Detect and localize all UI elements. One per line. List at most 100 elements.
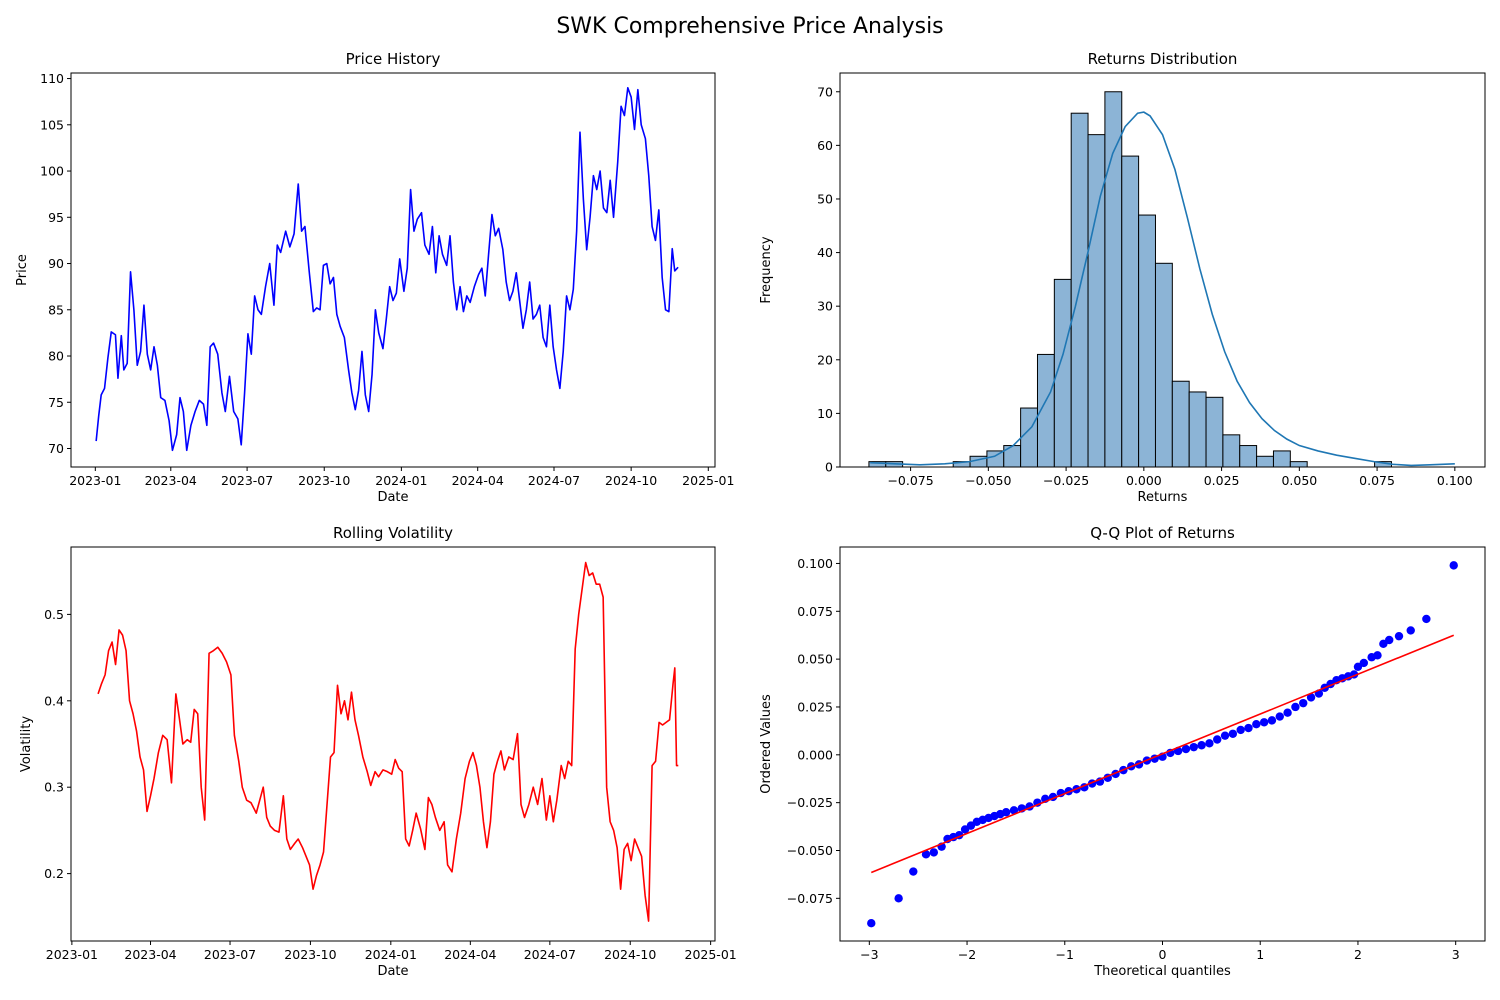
series-line — [95, 87, 679, 452]
qq-point — [1244, 723, 1253, 733]
x-axis-label: Returns — [1138, 490, 1188, 505]
qq-point — [1385, 635, 1394, 645]
y-tick-label: 0.050 — [797, 652, 833, 667]
qq-point — [1394, 631, 1404, 641]
qq-point — [929, 848, 939, 857]
histogram-bar — [1272, 450, 1291, 467]
histogram-bar — [1087, 134, 1106, 467]
x-tick-label: 2024-07 — [528, 473, 580, 488]
chart-price: Price History 2023-01 2023-04 2023-07 2023-1… — [15, 50, 734, 505]
y-tick-label: 30 — [817, 299, 833, 314]
qq-point — [1299, 698, 1308, 708]
y-axis-label: Volatility — [19, 716, 34, 772]
qq-point — [1275, 712, 1284, 721]
chart-title: Returns Distribution — [1088, 50, 1238, 68]
histogram-bar — [1171, 380, 1190, 467]
x-tick-label: 0.100 — [1437, 473, 1473, 488]
x-tick-label: 0.075 — [1359, 473, 1395, 488]
y-tick-label: 110 — [40, 71, 64, 86]
x-tick-label: −1 — [1056, 947, 1074, 962]
y-tick-label: 70 — [48, 441, 64, 456]
x-tick-label: 2023-01 — [46, 947, 98, 962]
qq-point — [1267, 716, 1277, 725]
histogram-bar — [1289, 461, 1308, 467]
qq-point — [1259, 718, 1269, 727]
x-tick-label: 0.000 — [1126, 473, 1162, 488]
histogram-bar — [1256, 455, 1274, 467]
x-tick-label: −0.075 — [887, 473, 933, 488]
histogram-bar — [1205, 396, 1224, 467]
x-tick-label: 2025-01 — [682, 473, 734, 488]
chart-qq: Q-Q Plot of Returns −3 −2 −1 0 1 2 3 −0.075 −0.05… — [759, 524, 1486, 979]
qq-point — [1422, 614, 1431, 624]
qq-point — [1205, 739, 1214, 748]
y-tick-label: 0.100 — [797, 556, 833, 571]
x-tick-label: 2023-07 — [204, 947, 256, 962]
qq-point — [1306, 693, 1316, 702]
x-tick-label: 2023-10 — [298, 473, 350, 488]
x-tick-label: 2 — [1354, 947, 1362, 962]
plot-area — [868, 91, 1455, 467]
y-tick-label: 0.4 — [44, 693, 64, 708]
x-tick-label: 2023-04 — [124, 947, 176, 962]
qq-point — [1181, 744, 1191, 754]
x-tick-label: 2023-10 — [284, 947, 336, 962]
y-tick-label: 70 — [817, 84, 833, 99]
y-tick-label: 0 — [825, 460, 833, 475]
histogram-bar — [1239, 445, 1258, 467]
qq-point — [1009, 806, 1019, 815]
y-tick-label: 60 — [817, 138, 833, 153]
x-tick-label: 2024-07 — [524, 947, 576, 962]
x-tick-label: 2024-04 — [444, 947, 496, 962]
plot-area — [867, 561, 1458, 928]
plot-area — [97, 561, 679, 922]
y-tick-label: 0.2 — [44, 866, 64, 881]
plot-area — [95, 87, 679, 452]
x-tick-label: 0 — [1159, 947, 1167, 962]
histogram-bar — [1188, 391, 1207, 467]
y-tick-label: 0.3 — [44, 780, 64, 795]
y-tick-label: 85 — [48, 302, 64, 317]
histogram-bar — [1222, 434, 1241, 467]
axes-frame — [839, 546, 1486, 942]
x-tick-label: −0.050 — [965, 473, 1011, 488]
y-tick-label: −0.025 — [787, 795, 833, 810]
qq-point — [1283, 708, 1292, 717]
y-tick-label: 105 — [40, 117, 64, 132]
qq-point — [1449, 561, 1458, 570]
x-tick-label: 2023-01 — [69, 473, 121, 488]
y-tick-label: 75 — [48, 395, 64, 410]
qq-point — [1197, 741, 1206, 750]
y-tick-label: 100 — [40, 164, 64, 179]
figure-title: SWK Comprehensive Price Analysis — [556, 14, 944, 39]
y-tick-label: 0.5 — [44, 607, 64, 622]
y-tick-label: 0.075 — [797, 604, 833, 619]
qq-point — [1236, 725, 1245, 735]
x-tick-label: 2024-10 — [604, 947, 656, 962]
qq-point — [1228, 729, 1238, 738]
qq-point — [1359, 658, 1369, 668]
qq-point — [921, 850, 931, 859]
chart-volatility: Rolling Volatility 2023-01 2023-04 2023-07 2… — [19, 524, 737, 979]
y-axis-label: Ordered Values — [759, 694, 774, 794]
y-axis-label: Price — [15, 254, 30, 286]
qq-point — [1406, 626, 1415, 635]
qq-point — [1213, 735, 1222, 744]
x-tick-label: 2024-01 — [375, 473, 427, 488]
x-tick-label: 1 — [1256, 947, 1264, 962]
histogram-bar — [1154, 262, 1173, 467]
qq-point — [1252, 719, 1261, 729]
x-axis-label: Theoretical quantiles — [1093, 964, 1231, 979]
qq-point — [894, 894, 903, 903]
x-axis-label: Date — [377, 964, 408, 979]
x-axis-label: Date — [377, 490, 408, 505]
qq-point — [1001, 808, 1011, 817]
x-tick-label: 2024-01 — [365, 947, 417, 962]
y-tick-label: 40 — [817, 245, 833, 260]
kde-curve — [870, 111, 1455, 467]
axes-frame — [70, 546, 716, 942]
x-tick-label: 0.025 — [1204, 473, 1240, 488]
qq-point — [1291, 702, 1300, 712]
chart-title: Price History — [346, 50, 441, 68]
